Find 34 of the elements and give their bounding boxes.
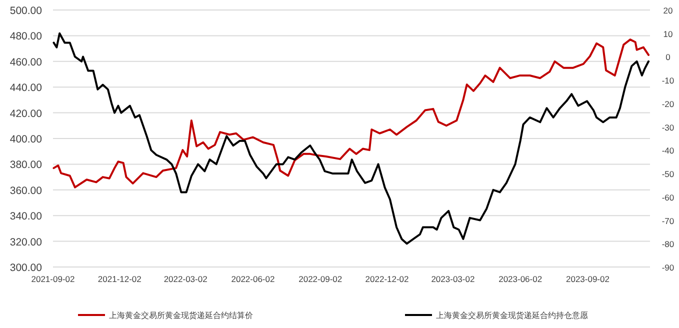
y-tick-label: 480.00	[10, 30, 42, 43]
y2-tick-label: -30	[662, 122, 674, 132]
y2-tick-label: -90	[662, 262, 674, 272]
y-tick-label: 420.00	[10, 108, 42, 120]
x-tick-label: 2022-03-02	[164, 274, 208, 284]
y2-tick-label: -60	[662, 192, 674, 202]
legend-label: 上海黄金交易所黄金现货递延合约持仓意愿	[436, 311, 588, 320]
y-tick-label: 460.00	[10, 56, 42, 68]
y-tick-label: 440.00	[10, 82, 42, 94]
y2-tick-label: 10	[663, 28, 673, 39]
x-tick-label: 2022-12-02	[365, 274, 410, 284]
y2-tick-label: -20	[662, 98, 674, 109]
y2-tick-label: -40	[662, 146, 674, 156]
x-tick-label: 2021-09-02	[31, 274, 76, 284]
y-tick-label: 300.00	[10, 262, 42, 274]
x-tick-label: 2023-06-02	[498, 274, 542, 284]
y-tick-label: 340.00	[10, 210, 42, 223]
y2-tick-label: -80	[662, 239, 674, 250]
x-tick-label: 2023-09-02	[566, 274, 610, 284]
y-tick-label: 400.00	[10, 134, 42, 146]
y2-tick-label: 0	[666, 52, 671, 62]
y-tick-label: 360.00	[10, 184, 42, 197]
y2-tick-label: 20	[663, 6, 673, 16]
y-tick-label: 320.00	[10, 236, 42, 248]
y-tick-label: 380.00	[10, 159, 42, 172]
y2-tick-label: -70	[662, 216, 674, 226]
x-tick-label: 2022-06-02	[231, 274, 275, 284]
y2-tick-label: -10	[662, 76, 674, 86]
legend-label: 上海黄金交易所黄金现货递延合约结算价	[109, 311, 253, 320]
x-tick-label: 2022-09-02	[298, 274, 342, 284]
x-tick-label: 2023-03-02	[431, 274, 475, 284]
y-tick-label: 500.00	[10, 5, 42, 17]
x-tick-label: 2021-12-02	[98, 274, 142, 284]
y2-tick-label: -50	[662, 169, 674, 180]
